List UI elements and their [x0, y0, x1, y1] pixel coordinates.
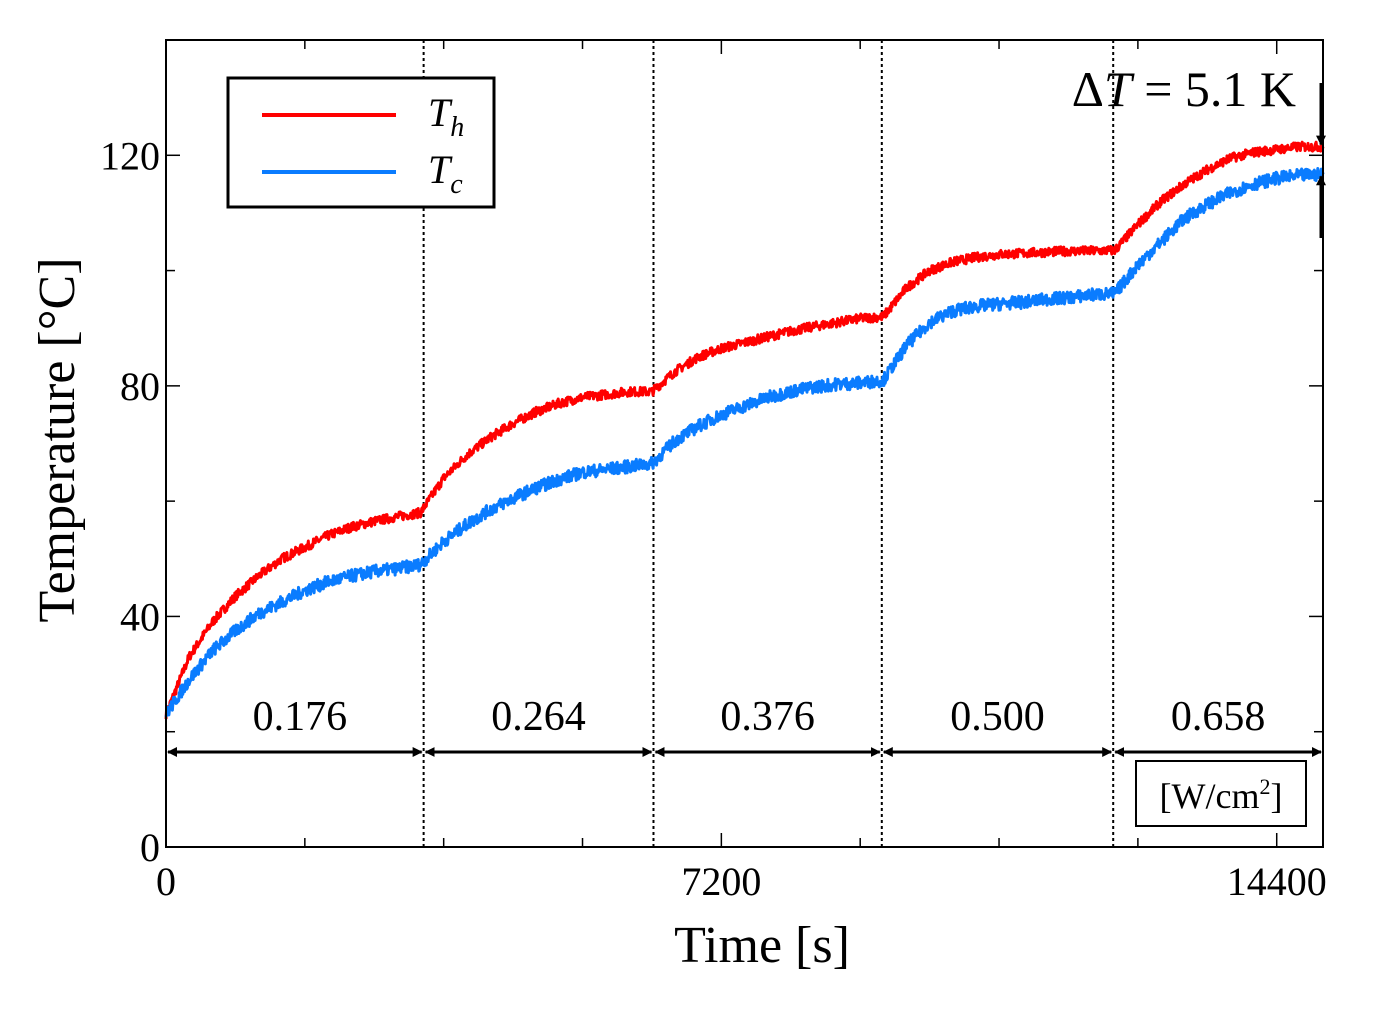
plot-frame: [165, 39, 1324, 848]
heat-flux-label: 0.176: [253, 694, 348, 740]
x-tick-label: 14400: [1227, 859, 1327, 904]
heat-flux-label: 0.264: [491, 694, 586, 740]
unit-box: [1135, 760, 1307, 827]
x-tick-label: 7200: [681, 859, 761, 904]
series-line-c: [164, 167, 1325, 718]
y-tick-label: 0: [140, 825, 160, 870]
y-axis-label: Temperature [°C]: [29, 257, 86, 622]
y-tick-label: 40: [120, 594, 160, 639]
unit-label: [W/cm2]: [1160, 774, 1283, 816]
legend-label-tc: Tc: [428, 147, 463, 200]
y-tick-label: 120: [100, 133, 160, 178]
legend-box: [226, 76, 496, 209]
x-tick-label: 0: [156, 859, 176, 904]
legend: Th Tc: [226, 76, 496, 209]
series-line-h: [164, 140, 1325, 720]
heat-flux-label: 0.658: [1171, 694, 1266, 740]
legend-label-th: Th: [428, 90, 464, 143]
x-axis-label: Time [s]: [674, 917, 850, 974]
heat-flux-label: 0.500: [950, 694, 1045, 740]
heat-flux-label: 0.376: [720, 694, 815, 740]
y-tick-label: 80: [120, 364, 160, 409]
delta-t-annotation: ΔT = 5.1 K: [1072, 61, 1296, 117]
